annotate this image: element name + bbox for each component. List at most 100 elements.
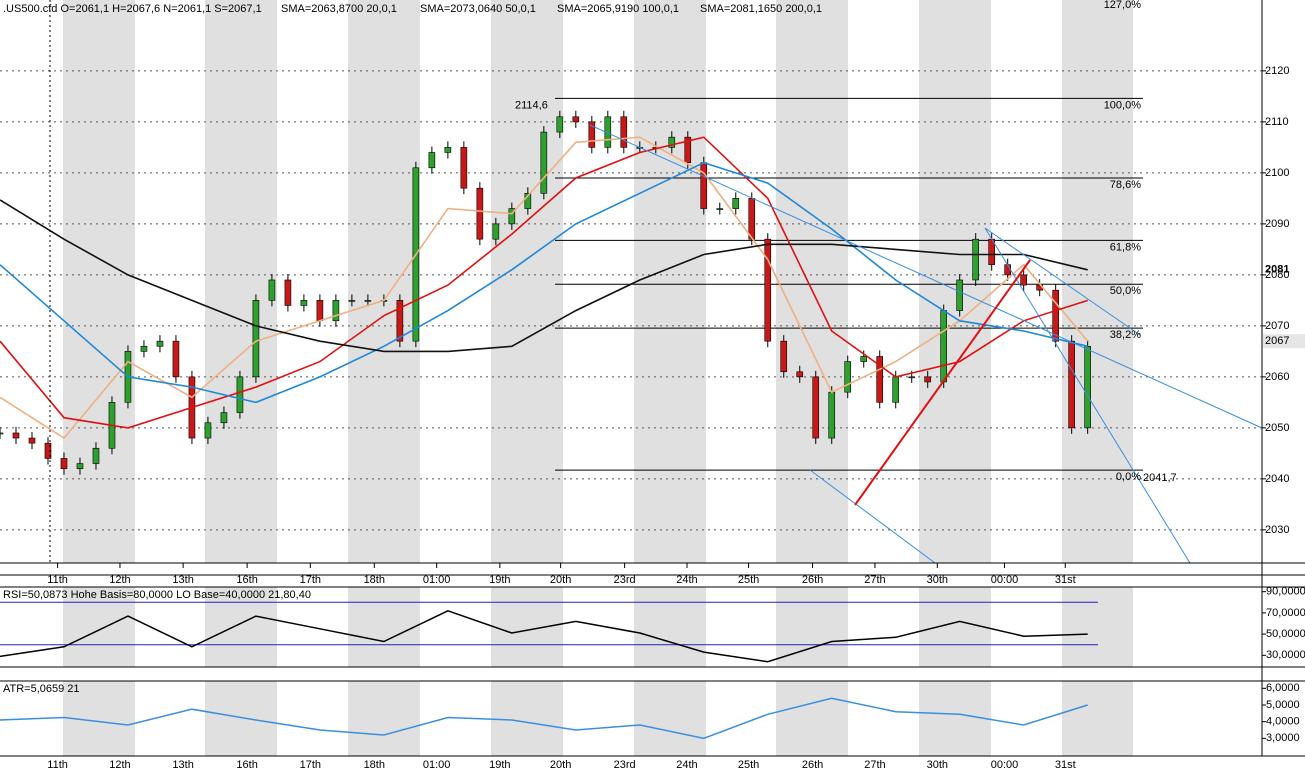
candle-body bbox=[268, 279, 276, 301]
y-tick-label: 50,0000 bbox=[1266, 628, 1305, 640]
candle-body bbox=[76, 463, 84, 469]
candle-body bbox=[44, 442, 52, 459]
indicator-line bbox=[0, 697, 1088, 740]
x-tick-label: 11th bbox=[47, 574, 68, 586]
candle-body bbox=[460, 147, 468, 189]
candle-body bbox=[540, 131, 548, 194]
x-tick-label: 27th bbox=[864, 759, 885, 771]
x-tick-label: 17th bbox=[300, 574, 321, 586]
x-tick-label: 01:00 bbox=[423, 574, 451, 586]
session-band bbox=[776, 0, 848, 563]
trend-line bbox=[589, 124, 1263, 429]
candle-body bbox=[316, 300, 324, 322]
y-tick-label: 70,0000 bbox=[1266, 607, 1305, 619]
candle-body bbox=[908, 376, 916, 379]
candle-body bbox=[396, 300, 404, 342]
x-tick-label: 30th bbox=[927, 574, 948, 586]
last-price-label: 2067 bbox=[1265, 335, 1289, 347]
candle-body bbox=[252, 300, 260, 378]
x-tick-label: 00:00 bbox=[991, 574, 1019, 586]
x-tick-label: 30th bbox=[927, 759, 948, 771]
fib-label: 50,0% bbox=[1110, 285, 1141, 297]
y-tick-label: 2040 bbox=[1265, 473, 1289, 485]
candle-body bbox=[92, 447, 100, 464]
x-tick-label: 16th bbox=[236, 759, 257, 771]
indicator-line bbox=[0, 161, 1088, 404]
candle-body bbox=[940, 310, 948, 383]
session-band bbox=[205, 0, 277, 563]
y-tick-label: 2060 bbox=[1265, 371, 1289, 383]
x-tick-label: 16th bbox=[236, 574, 257, 586]
session-band bbox=[919, 587, 991, 667]
session-band bbox=[1062, 587, 1133, 667]
y-tick-label: 2080 bbox=[1265, 269, 1289, 281]
fib-label: 78,6% bbox=[1110, 179, 1141, 191]
y-tick-label: 2030 bbox=[1265, 524, 1289, 536]
candle-body bbox=[12, 432, 20, 439]
indicator-line bbox=[0, 136, 1088, 429]
legend-entry: SMA=2081,1650 200,0,1 bbox=[700, 3, 822, 15]
candle-body bbox=[364, 300, 372, 302]
candle-body bbox=[732, 198, 740, 209]
candle-body bbox=[492, 223, 500, 240]
candle-body bbox=[1052, 289, 1059, 342]
session-band bbox=[919, 681, 991, 756]
session-band bbox=[491, 0, 563, 563]
y-tick-label: 2100 bbox=[1265, 167, 1289, 179]
session-band bbox=[634, 0, 706, 563]
y-tick-label: 5,0000 bbox=[1266, 699, 1300, 711]
y-tick-label: 2110 bbox=[1265, 116, 1289, 128]
x-tick-label: 18th bbox=[364, 759, 385, 771]
candle-body bbox=[716, 208, 724, 210]
candle-body bbox=[972, 238, 979, 281]
x-tick-label: 25th bbox=[738, 574, 759, 586]
session-band bbox=[634, 681, 706, 756]
session-band bbox=[63, 0, 135, 563]
x-tick-label: 23rd bbox=[614, 574, 636, 586]
candle-body bbox=[428, 152, 436, 169]
candle-body bbox=[220, 412, 228, 424]
price-panel bbox=[0, 70, 1262, 531]
y-tick-label: 30,0000 bbox=[1266, 649, 1305, 661]
session-band bbox=[491, 587, 563, 667]
y-tick-label: 2050 bbox=[1265, 422, 1289, 434]
candle-body bbox=[956, 279, 963, 311]
y-tick-label: 4,0000 bbox=[1266, 716, 1300, 728]
candle-body bbox=[924, 376, 932, 383]
atr-header: ATR=5,0659 21 bbox=[3, 683, 80, 695]
candle-body bbox=[284, 279, 292, 306]
candle-body bbox=[60, 458, 68, 469]
fib-label: 61,8% bbox=[1110, 241, 1141, 253]
x-tick-label: 23rd bbox=[614, 759, 636, 771]
y-tick-label: 2070 bbox=[1265, 320, 1289, 332]
session-band bbox=[1062, 0, 1133, 563]
x-tick-label: 27th bbox=[864, 574, 885, 586]
candle-body bbox=[1084, 345, 1091, 429]
indicator-line bbox=[0, 609, 1088, 663]
fib-label: 127,0% bbox=[1104, 0, 1142, 11]
session-band bbox=[348, 587, 420, 667]
candle-body bbox=[860, 356, 868, 362]
candle-body bbox=[1068, 340, 1075, 429]
candle-body bbox=[1004, 264, 1011, 276]
candle-body bbox=[300, 300, 308, 306]
x-tick-label: 31st bbox=[1055, 574, 1076, 586]
candle-body bbox=[332, 300, 340, 322]
candle-body bbox=[780, 340, 788, 373]
x-tick-label: 31st bbox=[1055, 759, 1076, 771]
candle-body bbox=[204, 422, 212, 439]
legend-entry: SMA=2065,9190 100,0,1 bbox=[557, 3, 679, 15]
x-tick-label: 00:00 bbox=[991, 759, 1019, 771]
session-band bbox=[776, 587, 848, 667]
candle-body bbox=[844, 361, 852, 393]
x-tick-label: 13th bbox=[172, 759, 193, 771]
x-tick-label: 19th bbox=[489, 574, 510, 586]
x-tick-label: 26th bbox=[802, 574, 823, 586]
last-price-box bbox=[1263, 334, 1305, 349]
candle-body bbox=[444, 147, 452, 153]
x-tick-label: 12th bbox=[109, 759, 130, 771]
x-tick-label: 24th bbox=[676, 759, 697, 771]
candle-body bbox=[700, 162, 708, 209]
x-tick-label: 11th bbox=[47, 759, 68, 771]
candle-body bbox=[764, 238, 772, 342]
